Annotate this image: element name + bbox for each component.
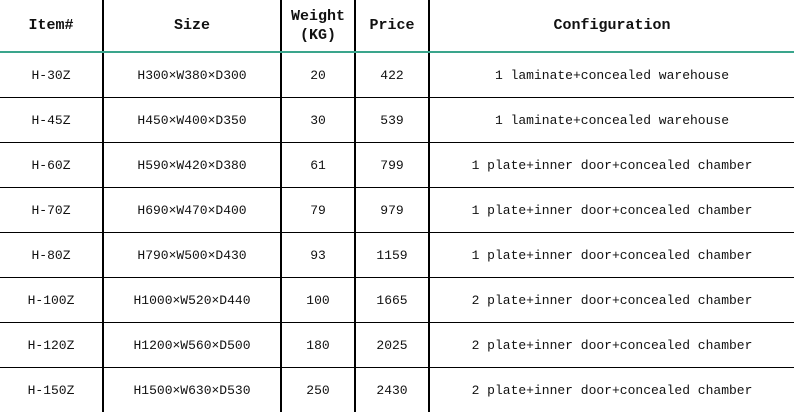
cell-size: H590×W420×D380 <box>103 143 281 188</box>
cell-size: H450×W400×D350 <box>103 98 281 143</box>
cell-item: H-100Z <box>0 278 103 323</box>
cell-item: H-45Z <box>0 98 103 143</box>
header-weight: Weight (KG) <box>281 0 355 52</box>
cell-size: H790×W500×D430 <box>103 233 281 278</box>
cell-weight: 100 <box>281 278 355 323</box>
cell-price: 2025 <box>355 323 429 368</box>
cell-size: H1000×W520×D440 <box>103 278 281 323</box>
cell-item: H-60Z <box>0 143 103 188</box>
cell-weight: 20 <box>281 52 355 98</box>
cell-configuration: 2 plate+inner door+concealed chamber <box>429 278 794 323</box>
cell-size: H690×W470×D400 <box>103 188 281 233</box>
header-item: Item# <box>0 0 103 52</box>
cell-configuration: 2 plate+inner door+concealed chamber <box>429 368 794 412</box>
cell-weight: 30 <box>281 98 355 143</box>
cell-weight: 250 <box>281 368 355 412</box>
header-size: Size <box>103 0 281 52</box>
cell-configuration: 1 laminate+concealed warehouse <box>429 98 794 143</box>
cell-weight: 61 <box>281 143 355 188</box>
header-configuration: Configuration <box>429 0 794 52</box>
cell-configuration: 1 plate+inner door+concealed chamber <box>429 143 794 188</box>
cell-item: H-150Z <box>0 368 103 412</box>
cell-size: H300×W380×D300 <box>103 52 281 98</box>
header-weight-unit: (KG) <box>300 27 336 44</box>
cell-size: H1200×W560×D500 <box>103 323 281 368</box>
cell-price: 979 <box>355 188 429 233</box>
cell-weight: 79 <box>281 188 355 233</box>
cell-configuration: 1 plate+inner door+concealed chamber <box>429 233 794 278</box>
cell-item: H-30Z <box>0 52 103 98</box>
header-weight-label: Weight <box>291 8 345 25</box>
cell-item: H-80Z <box>0 233 103 278</box>
cell-price: 539 <box>355 98 429 143</box>
cell-weight: 93 <box>281 233 355 278</box>
cell-item: H-120Z <box>0 323 103 368</box>
cell-price: 1159 <box>355 233 429 278</box>
cell-price: 2430 <box>355 368 429 412</box>
cell-price: 1665 <box>355 278 429 323</box>
cell-price: 422 <box>355 52 429 98</box>
header-row: Item# Size Weight (KG) Price Configuratio… <box>0 0 794 52</box>
cell-price: 799 <box>355 143 429 188</box>
cell-item: H-70Z <box>0 188 103 233</box>
cell-weight: 180 <box>281 323 355 368</box>
cell-size: H1500×W630×D530 <box>103 368 281 412</box>
cell-configuration: 1 plate+inner door+concealed chamber <box>429 188 794 233</box>
cell-configuration: 1 laminate+concealed warehouse <box>429 52 794 98</box>
header-price: Price <box>355 0 429 52</box>
cell-configuration: 2 plate+inner door+concealed chamber <box>429 323 794 368</box>
